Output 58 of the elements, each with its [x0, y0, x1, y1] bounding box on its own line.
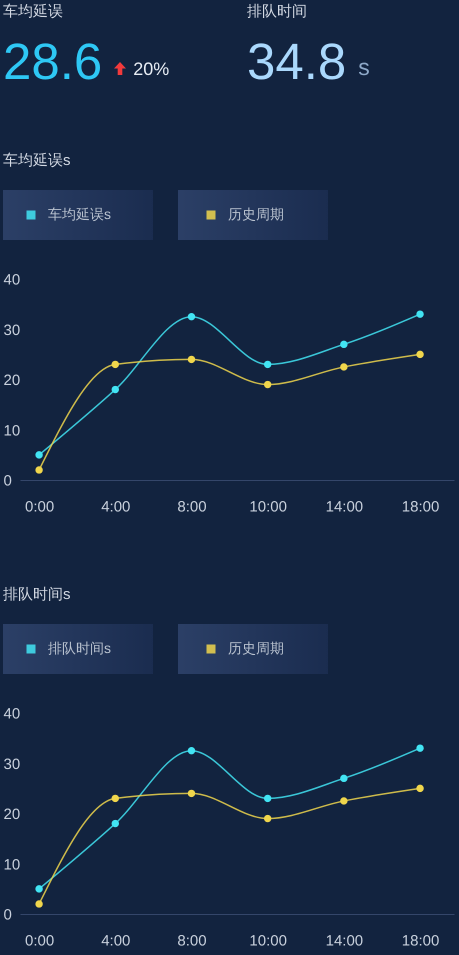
- x-tick-label: 8:00: [177, 932, 207, 950]
- point: [188, 790, 196, 798]
- y-tick-label: 10: [4, 856, 20, 874]
- legend-label: 历史周期: [228, 206, 284, 222]
- point: [188, 356, 196, 364]
- y-tick-label: 20: [4, 806, 20, 823]
- point: [35, 451, 43, 459]
- chart-title: 排队时间s: [3, 586, 70, 603]
- point: [264, 814, 272, 822]
- point: [35, 885, 43, 893]
- x-tick-label: 14:00: [326, 498, 364, 516]
- y-tick-label: 30: [4, 322, 20, 339]
- y-tick-label: 40: [4, 706, 20, 722]
- x-tick-label: 10:00: [249, 498, 287, 516]
- x-tick-label: 18:00: [402, 498, 440, 516]
- chart-title: 车均延误s: [3, 152, 70, 169]
- point: [340, 340, 348, 348]
- point: [416, 310, 424, 318]
- point: [188, 746, 196, 754]
- x-tick-label: 4:00: [101, 932, 130, 950]
- point: [264, 360, 272, 368]
- point: [35, 900, 43, 908]
- point: [340, 774, 348, 782]
- point: [416, 350, 424, 358]
- x-tick-label: 10:00: [249, 932, 287, 950]
- y-tick-label: 0: [4, 906, 12, 924]
- y-tick-label: 40: [4, 272, 20, 288]
- x-tick-label: 8:00: [177, 498, 207, 516]
- point: [112, 386, 119, 394]
- x-tick-label: 18:00: [402, 932, 440, 950]
- legend-label: 历史周期: [228, 640, 284, 656]
- text: 20%: [133, 59, 170, 79]
- text: 28.6: [3, 33, 102, 90]
- point: [416, 784, 424, 792]
- text: 车均延误: [3, 3, 63, 21]
- point: [188, 312, 196, 320]
- x-tick-label: 0:00: [24, 498, 54, 516]
- point: [35, 466, 43, 474]
- point: [112, 820, 119, 828]
- x-tick-label: 0:00: [24, 932, 54, 950]
- point: [264, 380, 272, 388]
- point: [416, 744, 424, 752]
- x-tick-label: 14:00: [326, 932, 364, 950]
- point: [340, 363, 348, 371]
- text: s: [358, 54, 370, 80]
- legend-label: 车均延误s: [48, 206, 111, 222]
- point: [112, 360, 119, 368]
- text: 34.8: [247, 33, 346, 90]
- y-tick-label: 0: [4, 472, 12, 490]
- point: [340, 797, 348, 805]
- point: [264, 794, 272, 802]
- y-tick-label: 20: [4, 372, 20, 389]
- point: [112, 794, 119, 802]
- legend-label: 排队时间s: [48, 640, 111, 656]
- y-tick-label: 10: [4, 422, 20, 440]
- text: 排队时间: [247, 3, 307, 21]
- y-tick-label: 30: [4, 756, 20, 773]
- x-tick-label: 4:00: [101, 498, 130, 516]
